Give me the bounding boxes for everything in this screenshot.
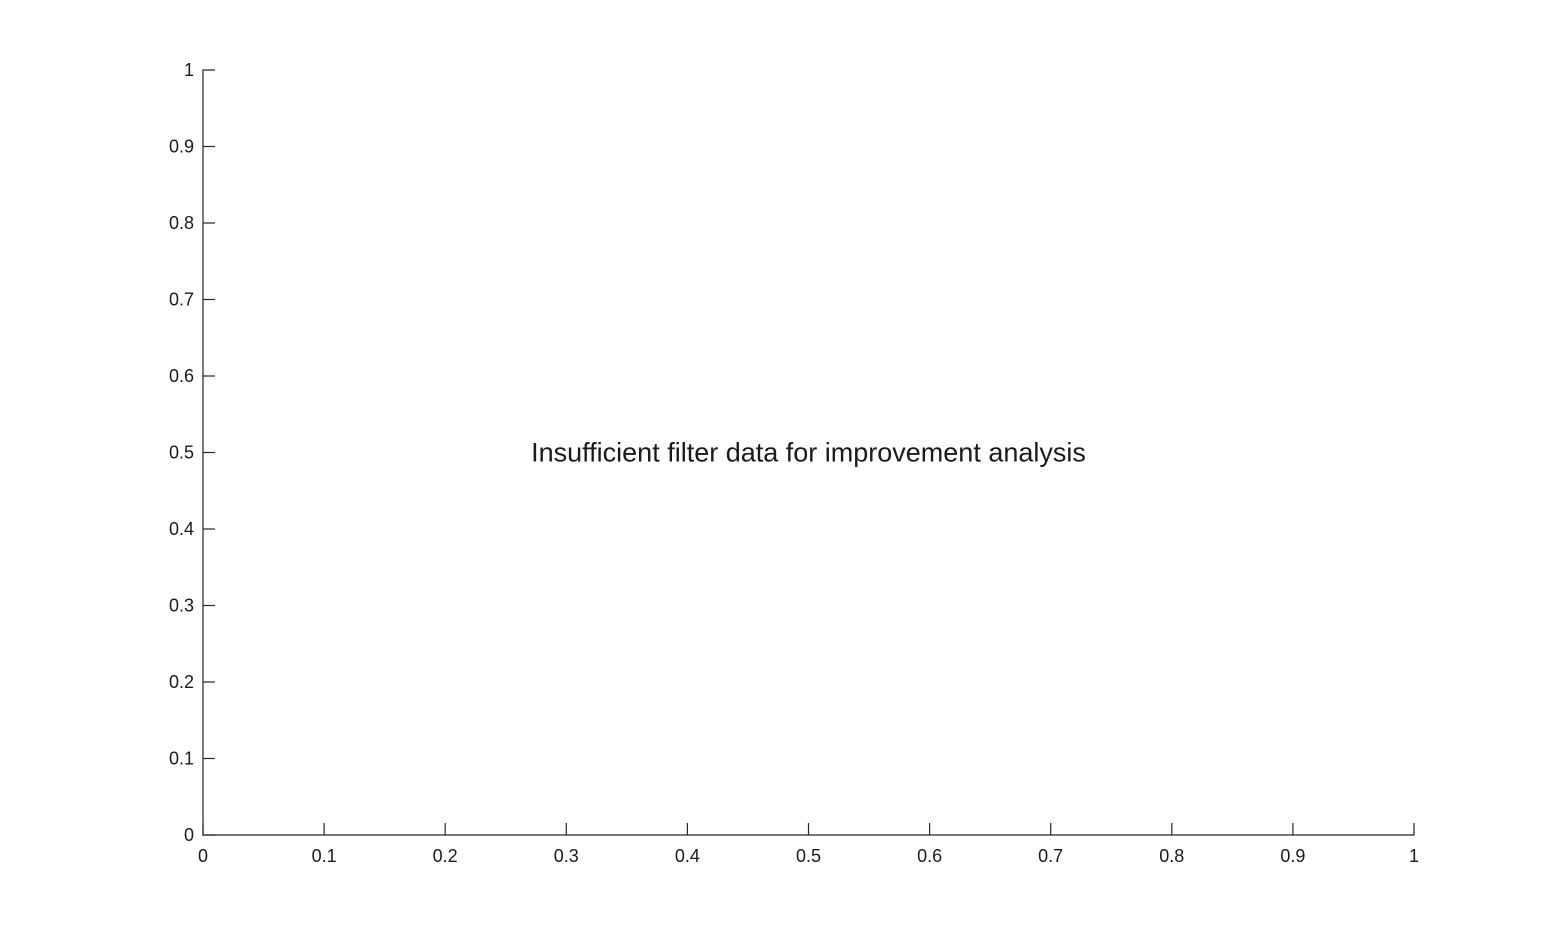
x-tick-label: 0.2 bbox=[433, 846, 458, 866]
y-tick-label: 0 bbox=[184, 825, 194, 845]
x-tick-label: 0.5 bbox=[796, 846, 821, 866]
x-tick-label: 0.6 bbox=[917, 846, 942, 866]
y-tick-label: 0.8 bbox=[169, 213, 194, 233]
annotation-text: Insufficient filter data for improvement… bbox=[531, 438, 1086, 468]
y-tick-label: 0.4 bbox=[169, 519, 194, 539]
x-tick-label: 0.7 bbox=[1038, 846, 1063, 866]
y-tick-label: 0.2 bbox=[169, 672, 194, 692]
annotations: Insufficient filter data for improvement… bbox=[531, 438, 1086, 468]
x-tick-label: 1 bbox=[1409, 846, 1419, 866]
x-tick-label: 0.4 bbox=[675, 846, 700, 866]
x-tick-label: 0.8 bbox=[1159, 846, 1184, 866]
y-ticks: 0 0.1 0.2 0.3 0.4 0.5 0.6 0.7 0.8 0.9 1 bbox=[169, 60, 215, 845]
y-tick-label: 0.6 bbox=[169, 366, 194, 386]
x-ticks: 0 0.1 0.2 0.3 0.4 0.5 0.6 0.7 0.8 0.9 1 bbox=[198, 823, 1419, 866]
y-tick-label: 0.3 bbox=[169, 596, 194, 616]
x-tick-label: 0.1 bbox=[312, 846, 337, 866]
y-tick-label: 1 bbox=[184, 60, 194, 80]
x-tick-label: 0.9 bbox=[1280, 846, 1305, 866]
y-tick-label: 0.7 bbox=[169, 290, 194, 310]
y-tick-label: 0.5 bbox=[169, 443, 194, 463]
axes: 0 0.1 0.2 0.3 0.4 0.5 0.6 0.7 0.8 0.9 1 0 0.1 0.2 0.3… bbox=[169, 60, 1419, 866]
y-tick-label: 0.1 bbox=[169, 749, 194, 769]
y-tick-label: 0.9 bbox=[169, 137, 194, 157]
x-tick-label: 0.3 bbox=[554, 846, 579, 866]
x-tick-label: 0 bbox=[198, 846, 208, 866]
